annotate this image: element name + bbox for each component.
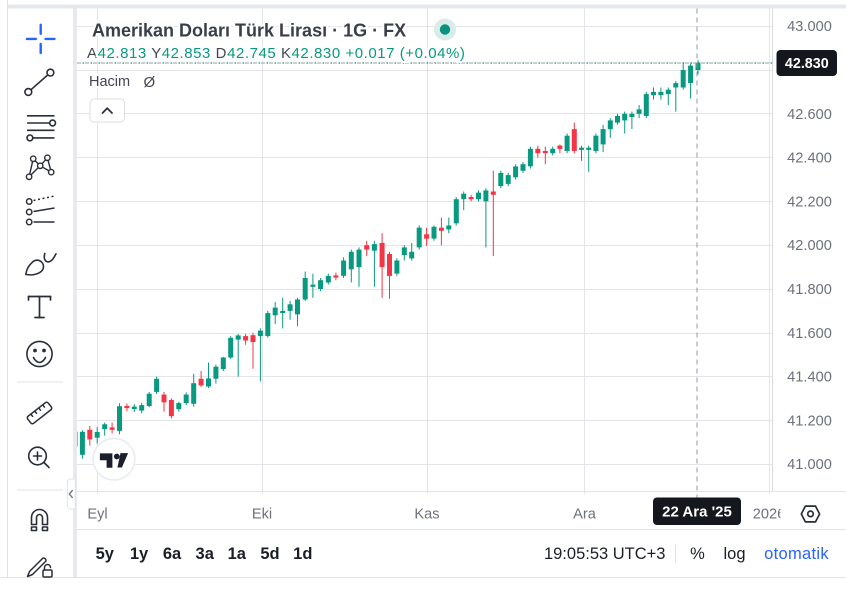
svg-text:42.830: 42.830	[785, 56, 829, 72]
svg-text:1a: 1a	[228, 545, 247, 563]
svg-text:41.800: 41.800	[787, 282, 832, 298]
svg-text:Amerikan Doları Türk Lirası ·: Amerikan Doları Türk Lirası · 1G · FX	[92, 21, 406, 41]
svg-text:42.600: 42.600	[787, 107, 832, 123]
svg-text:42.000: 42.000	[787, 238, 832, 254]
svg-text:otomatik: otomatik	[764, 545, 829, 563]
svg-text:41.400: 41.400	[787, 370, 832, 386]
svg-text:A42.813 Y42.853 D42.745 K42.83: A42.813 Y42.853 D42.745 K42.830 +0.017 (…	[87, 45, 465, 62]
svg-text:Eki: Eki	[252, 507, 272, 523]
svg-text:5y: 5y	[96, 545, 115, 563]
svg-text:5d: 5d	[260, 545, 279, 563]
svg-text:41.000: 41.000	[787, 457, 832, 473]
svg-text:Kas: Kas	[414, 507, 439, 523]
svg-text:6a: 6a	[163, 545, 182, 563]
svg-text:1d: 1d	[293, 545, 312, 563]
svg-text:Eyl: Eyl	[87, 507, 107, 523]
svg-text:41.600: 41.600	[787, 326, 832, 342]
svg-text:3a: 3a	[196, 545, 215, 563]
svg-text:2026: 2026	[753, 507, 785, 523]
svg-text:41.200: 41.200	[787, 413, 832, 429]
svg-text:Hacim: Hacim	[89, 74, 130, 90]
svg-text:Ø: Ø	[144, 74, 156, 91]
svg-text:42.400: 42.400	[787, 151, 832, 167]
svg-text:19:05:53 UTC+3: 19:05:53 UTC+3	[544, 545, 666, 563]
svg-text:%: %	[690, 545, 705, 563]
svg-text:log: log	[723, 545, 745, 563]
svg-text:1y: 1y	[130, 545, 149, 563]
svg-text:22 Ara '25: 22 Ara '25	[662, 504, 732, 521]
svg-text:42.200: 42.200	[787, 194, 832, 210]
svg-text:Ara: Ara	[573, 507, 597, 523]
svg-text:43.000: 43.000	[787, 19, 832, 35]
